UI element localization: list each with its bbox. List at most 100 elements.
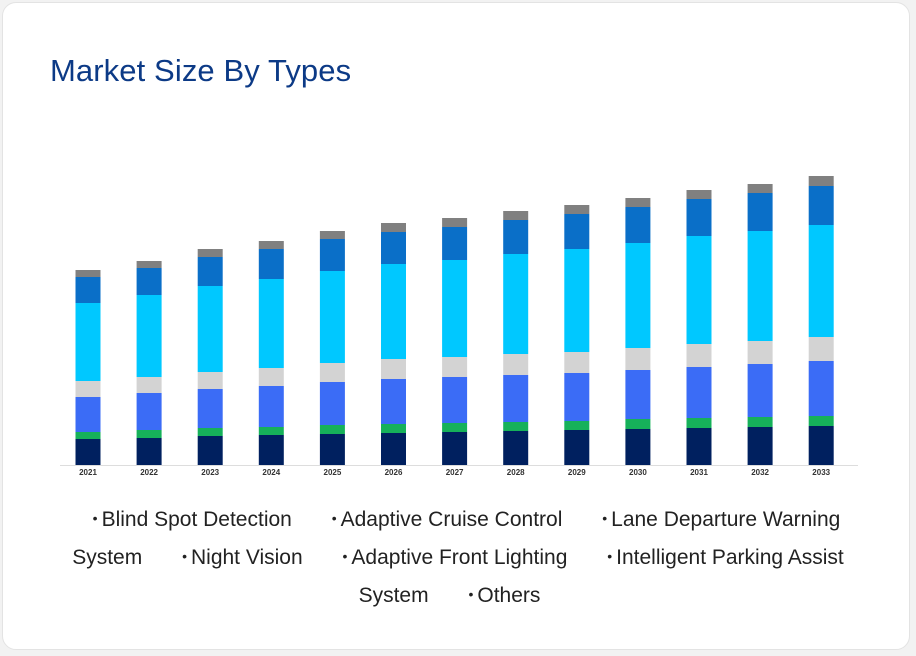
bar-stack-2022 xyxy=(136,261,162,465)
bar-stack-2030 xyxy=(625,198,651,465)
bar-segment-2033-intelligent-parking-assist-system xyxy=(808,186,834,225)
bar-segment-2025-night-vision xyxy=(319,363,345,382)
bar-segment-2027-adaptive-cruise-control xyxy=(442,423,468,432)
legend-item-lane-departure-warning-system: • Lane Departure Warning System xyxy=(72,508,840,569)
bar-segment-2021-night-vision xyxy=(75,381,101,397)
legend-bullet-icon: • xyxy=(602,510,608,526)
bar-segment-2032-intelligent-parking-assist-system xyxy=(747,193,773,231)
bar-segment-2022-adaptive-front-lighting xyxy=(136,295,162,377)
bar-stack-2029 xyxy=(564,205,590,465)
bar-segment-2031-night-vision xyxy=(686,344,712,367)
bar-segment-2028-others xyxy=(503,211,529,220)
bar-segment-2023-blind-spot-detection xyxy=(197,436,223,465)
bar-segment-2030-intelligent-parking-assist-system xyxy=(625,207,651,243)
x-tick-label-2029: 2029 xyxy=(568,468,586,477)
bar-stack-2024 xyxy=(258,241,284,465)
bar-segment-2026-adaptive-front-lighting xyxy=(381,264,406,359)
bar-segment-2026-night-vision xyxy=(381,359,406,379)
bar-stack-2023 xyxy=(197,249,223,465)
legend-label: Intelligent Parking Assist System xyxy=(358,546,844,607)
bar-segment-2033-night-vision xyxy=(808,337,834,361)
bar-segment-2022-blind-spot-detection xyxy=(136,438,162,465)
bar-segment-2029-adaptive-cruise-control xyxy=(564,421,590,430)
bar-segment-2021-others xyxy=(75,270,101,277)
bar-segment-2023-night-vision xyxy=(197,372,223,389)
bar-segment-2031-adaptive-front-lighting xyxy=(686,236,712,344)
bar-segment-2027-night-vision xyxy=(442,357,468,377)
bar-segment-2030-blind-spot-detection xyxy=(625,429,651,465)
bar-segment-2022-night-vision xyxy=(136,377,162,393)
bar-segment-2026-lane-departure-warning-system xyxy=(381,379,406,424)
bar-segment-2029-blind-spot-detection xyxy=(564,430,590,465)
bar-segment-2031-adaptive-cruise-control xyxy=(686,418,712,428)
legend-item-blind-spot-detection: • Blind Spot Detection xyxy=(93,508,292,531)
bar-segment-2024-others xyxy=(258,241,284,249)
bar-segment-2033-adaptive-front-lighting xyxy=(808,225,834,337)
bar-segment-2025-adaptive-front-lighting xyxy=(319,271,345,363)
bar-segment-2024-night-vision xyxy=(258,368,284,386)
x-tick-label-2026: 2026 xyxy=(385,468,403,477)
bar-segment-2033-lane-departure-warning-system xyxy=(808,361,834,416)
bar-segment-2024-adaptive-front-lighting xyxy=(258,279,284,368)
bar-segment-2032-adaptive-cruise-control xyxy=(747,417,773,427)
x-tick-label-2030: 2030 xyxy=(629,468,647,477)
legend-label: Adaptive Front Lighting xyxy=(351,546,568,569)
bar-segment-2028-adaptive-front-lighting xyxy=(503,254,529,354)
bar-segment-2028-lane-departure-warning-system xyxy=(503,375,529,422)
bar-segment-2022-intelligent-parking-assist-system xyxy=(136,268,162,295)
bar-segment-2024-lane-departure-warning-system xyxy=(258,386,284,427)
legend-item-intelligent-parking-assist-system: • Intelligent Parking Assist System xyxy=(359,546,844,607)
bar-segment-2022-adaptive-cruise-control xyxy=(136,430,162,438)
bar-stack-2026 xyxy=(381,223,406,465)
bar-segment-2029-intelligent-parking-assist-system xyxy=(564,214,590,249)
bar-segment-2025-adaptive-cruise-control xyxy=(319,425,345,434)
bar-segment-2021-lane-departure-warning-system xyxy=(75,397,101,432)
x-tick-label-2031: 2031 xyxy=(690,468,708,477)
page-title: Market Size By Types xyxy=(50,53,352,88)
bar-stack-2021 xyxy=(75,270,101,465)
bar-segment-2027-intelligent-parking-assist-system xyxy=(442,227,468,260)
bar-segment-2033-others xyxy=(808,176,834,186)
bar-segment-2025-intelligent-parking-assist-system xyxy=(319,239,345,271)
bar-segment-2031-intelligent-parking-assist-system xyxy=(686,199,712,236)
legend-item-others: • Others xyxy=(468,584,540,607)
legend-bullet-icon: • xyxy=(92,510,98,526)
legend-bullet-icon: • xyxy=(342,548,348,564)
bar-segment-2025-lane-departure-warning-system xyxy=(319,382,345,425)
bar-segment-2021-adaptive-cruise-control xyxy=(75,432,101,439)
bar-segment-2023-others xyxy=(197,249,223,257)
bar-segment-2026-others xyxy=(381,223,406,232)
x-tick-label-2032: 2032 xyxy=(751,468,769,477)
legend-bullet-icon: • xyxy=(182,548,187,564)
legend-item-night-vision: • Night Vision xyxy=(182,546,303,569)
x-tick-label-2033: 2033 xyxy=(812,468,830,477)
bar-segment-2025-others xyxy=(319,231,345,239)
bar-stack-2027 xyxy=(442,218,468,465)
x-tick-label-2022: 2022 xyxy=(140,468,158,477)
bar-segment-2026-blind-spot-detection xyxy=(381,433,406,465)
bar-segment-2023-lane-departure-warning-system xyxy=(197,389,223,428)
bar-segment-2027-others xyxy=(442,218,468,227)
bar-segment-2028-blind-spot-detection xyxy=(503,431,529,465)
bar-segment-2030-adaptive-front-lighting xyxy=(625,243,651,348)
legend-label: Night Vision xyxy=(190,546,303,569)
bar-segment-2032-others xyxy=(747,184,773,193)
bar-segment-2027-lane-departure-warning-system xyxy=(442,377,468,423)
x-tick-label-2021: 2021 xyxy=(79,468,97,477)
bar-segment-2023-adaptive-cruise-control xyxy=(197,428,223,436)
bar-segment-2030-night-vision xyxy=(625,348,651,370)
legend-label: Adaptive Cruise Control xyxy=(340,508,563,531)
bar-segment-2033-adaptive-cruise-control xyxy=(808,416,834,426)
bar-stack-2028 xyxy=(503,211,529,465)
legend-bullet-icon: • xyxy=(331,510,337,526)
legend-item-adaptive-front-lighting: • Adaptive Front Lighting xyxy=(343,546,568,569)
bar-segment-2032-blind-spot-detection xyxy=(747,427,773,465)
legend-item-adaptive-cruise-control: • Adaptive Cruise Control xyxy=(332,508,563,531)
bar-segment-2029-lane-departure-warning-system xyxy=(564,373,590,421)
bar-segment-2031-blind-spot-detection xyxy=(686,428,712,465)
bar-segment-2028-intelligent-parking-assist-system xyxy=(503,220,529,254)
bar-segment-2021-intelligent-parking-assist-system xyxy=(75,277,101,303)
bar-stack-2032 xyxy=(747,184,773,465)
bar-stack-2033 xyxy=(808,176,834,465)
bar-stack-2031 xyxy=(686,190,712,465)
